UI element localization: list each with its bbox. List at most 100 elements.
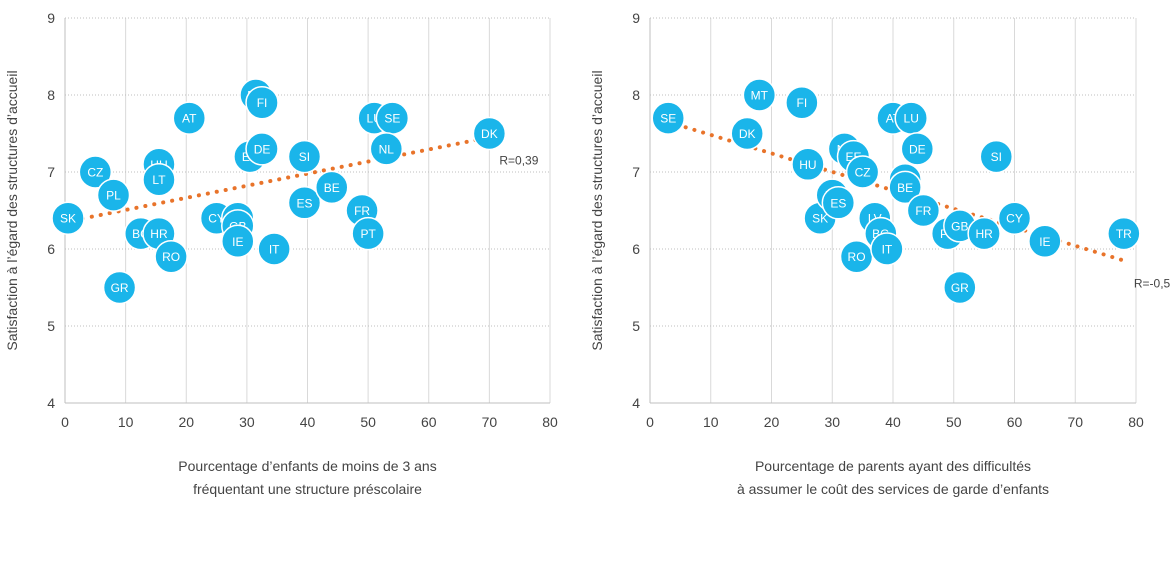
data-point-bubble (351, 216, 385, 251)
data-point-bubble (651, 101, 685, 135)
data-point-label: CY (208, 212, 225, 226)
x-axis-title-line: Pourcentage d’enfants de moins de 3 ans (178, 458, 436, 474)
data-point-label: TR (1116, 227, 1132, 241)
data-point-cz: CZ (78, 155, 113, 189)
data-point-label: SE (660, 112, 676, 126)
x-tick-label: 80 (542, 414, 558, 430)
data-point-label: PT (360, 227, 376, 241)
data-point-be: BE (888, 170, 922, 205)
data-point-bubble (96, 178, 131, 212)
data-point-de: DE (245, 132, 279, 166)
data-point-bubble (997, 201, 1032, 235)
data-point-dk: DK (472, 116, 507, 151)
data-point-label: MT (751, 89, 769, 103)
data-point-dk: DK (730, 116, 764, 151)
data-point-label: BE (897, 181, 913, 195)
data-point-label: DK (481, 127, 498, 141)
data-point-bubble (785, 85, 819, 120)
data-point-bubble (221, 224, 255, 259)
data-point-label: LU (904, 112, 919, 126)
correlation-label: R=0,39 (499, 153, 538, 167)
data-point-bubble (78, 155, 113, 189)
data-point-bubble (287, 139, 322, 174)
data-point-label: SI (991, 150, 1002, 164)
data-point-bubble (245, 85, 279, 120)
x-tick-label: 70 (1067, 414, 1083, 430)
data-point-bubble (900, 132, 935, 166)
data-point-bubble (1107, 216, 1141, 251)
data-point-se: SE (375, 101, 410, 135)
data-point-label: GB (951, 219, 968, 233)
x-tick-label: 80 (1128, 414, 1144, 430)
data-point-bubble (102, 270, 137, 305)
data-point-es: ES (287, 186, 322, 220)
data-point-label: PL (106, 189, 121, 203)
data-point-label: IT (269, 243, 280, 257)
y-tick-label: 9 (632, 10, 640, 26)
x-tick-label: 60 (421, 414, 437, 430)
data-point-label: GR (111, 281, 129, 295)
data-point-be: BE (315, 170, 349, 205)
y-tick-label: 5 (47, 318, 55, 334)
data-point-label: FR (915, 204, 931, 218)
data-point-bubble (967, 216, 1001, 251)
data-point-sk: SK (51, 201, 85, 235)
y-axis-title: Satisfaction à l’égard des structures d’… (4, 70, 20, 350)
data-point-label: GR (951, 281, 969, 295)
data-point-label: SI (299, 150, 310, 164)
data-point-si: SI (287, 139, 322, 174)
x-tick-label: 40 (885, 414, 901, 430)
trendline (63, 135, 492, 225)
data-point-label: ES (296, 196, 312, 210)
data-point-label: DE (909, 142, 926, 156)
x-tick-label: 0 (646, 414, 654, 430)
y-tick-label: 6 (47, 241, 55, 257)
data-point-bubble (943, 270, 977, 305)
x-axis-title-line: à assumer le coût des services de garde … (737, 481, 1049, 497)
data-point-cz: CZ (845, 155, 880, 189)
x-tick-label: 0 (61, 414, 69, 430)
data-point-pl: PL (96, 178, 131, 212)
data-point-label: DE (254, 142, 271, 156)
data-point-label: IE (232, 235, 243, 249)
data-point-label: SK (812, 212, 828, 226)
y-tick-label: 7 (632, 164, 640, 180)
data-point-bubble (845, 155, 880, 189)
data-point-label: FI (797, 96, 808, 110)
data-point-gr: GR (943, 270, 977, 305)
x-axis-title-line: fréquentant une structure préscolaire (193, 481, 422, 497)
data-point-tr: TR (1107, 216, 1141, 251)
data-point-lt: LT (142, 162, 176, 197)
data-point-de: DE (900, 132, 935, 166)
data-point-label: HR (975, 227, 993, 241)
data-point-bubble (172, 101, 207, 135)
data-point-label: AT (182, 112, 197, 126)
data-point-lu: LU (894, 101, 928, 135)
data-point-si: SI (979, 139, 1014, 174)
data-point-bubble (906, 193, 941, 228)
y-tick-label: 6 (632, 241, 640, 257)
x-tick-label: 30 (239, 414, 255, 430)
data-point-bubble (1028, 224, 1062, 259)
data-point-bubble (979, 139, 1014, 174)
data-point-label: HR (150, 227, 168, 241)
data-point-label: SK (60, 212, 76, 226)
data-point-ro: RO (154, 239, 188, 274)
data-point-se: SE (651, 101, 685, 135)
y-tick-label: 9 (47, 10, 55, 26)
data-point-gr: GR (102, 270, 137, 305)
data-point-label: CY (1006, 212, 1023, 226)
data-point-it: IT (257, 232, 291, 266)
x-axis-title-line: Pourcentage de parents ayant des difficu… (755, 458, 1031, 474)
y-tick-label: 5 (632, 318, 640, 334)
data-point-pt: PT (351, 216, 385, 251)
data-point-label: IE (1039, 235, 1050, 249)
data-point-nl: NL (369, 132, 404, 166)
data-point-label: FI (257, 96, 268, 110)
data-point-fi: FI (785, 85, 819, 120)
data-point-es: ES (821, 186, 856, 220)
data-point-bubble (369, 132, 404, 166)
data-point-label: NL (379, 142, 395, 156)
y-axis-title: Satisfaction à l’égard des structures d’… (589, 70, 605, 350)
